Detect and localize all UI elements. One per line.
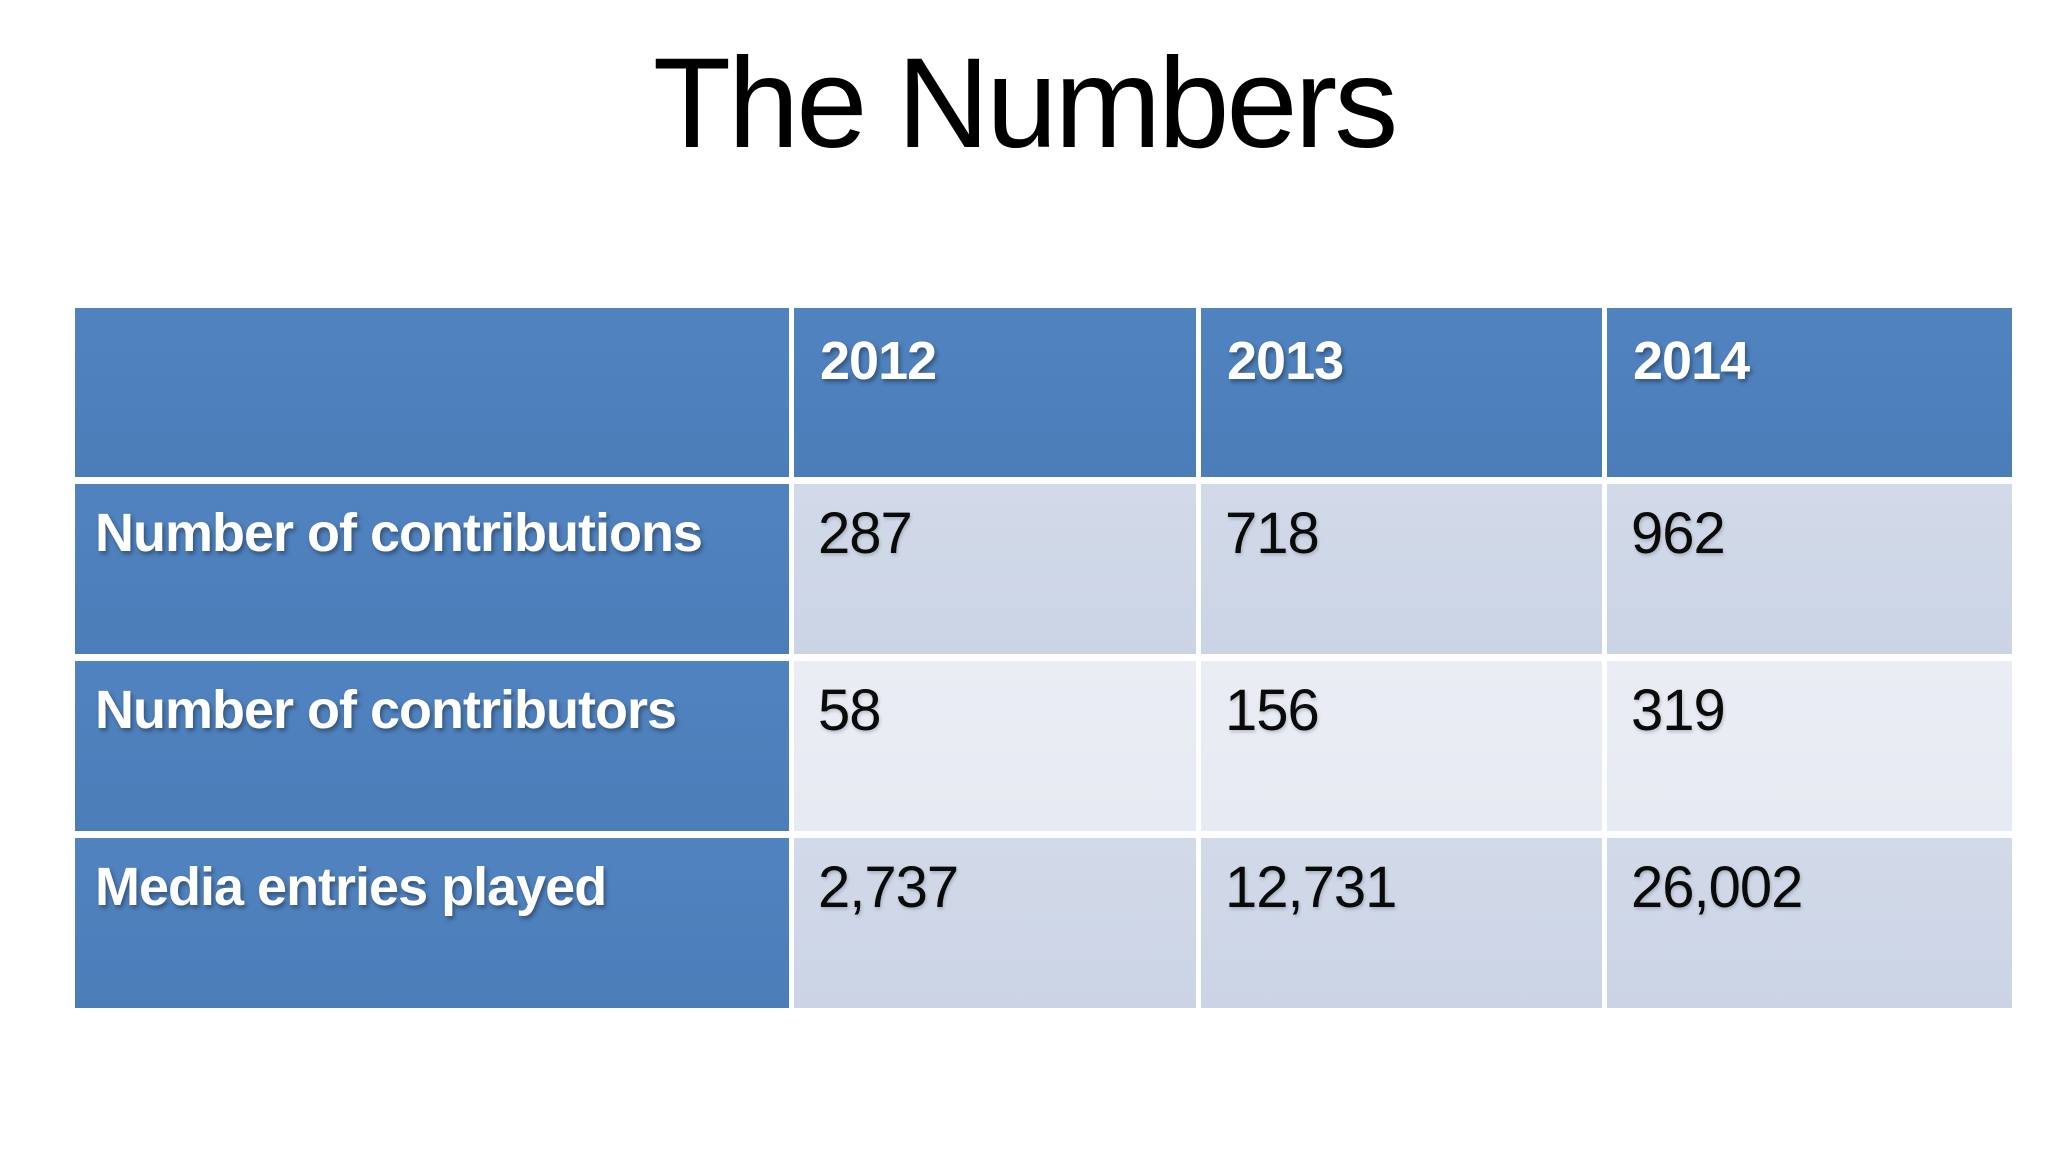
cell-contributors-2013: 156 bbox=[1196, 654, 1602, 831]
cell-media-entries-2012: 2,737 bbox=[789, 831, 1196, 1008]
column-header-2013: 2013 bbox=[1196, 308, 1602, 477]
numbers-table: 2012 2013 2014 Number of contributions 2… bbox=[75, 308, 2012, 1008]
cell-contributions-2014: 962 bbox=[1602, 477, 2012, 654]
cell-contributors-2014: 319 bbox=[1602, 654, 2012, 831]
cell-contributions-2012: 287 bbox=[789, 477, 1196, 654]
row-label-media-entries: Media entries played bbox=[75, 831, 789, 1008]
table-row-contributors: Number of contributors 58 156 319 bbox=[75, 654, 2012, 831]
column-header-2014: 2014 bbox=[1602, 308, 2012, 477]
table-header-row: 2012 2013 2014 bbox=[75, 308, 2012, 477]
cell-contributors-2012: 58 bbox=[789, 654, 1196, 831]
slide-title: The Numbers bbox=[652, 32, 1398, 175]
column-header-2012: 2012 bbox=[789, 308, 1196, 477]
table-row-contributions: Number of contributions 287 718 962 bbox=[75, 477, 2012, 654]
cell-media-entries-2014: 26,002 bbox=[1602, 831, 2012, 1008]
cell-contributions-2013: 718 bbox=[1196, 477, 1602, 654]
cell-media-entries-2013: 12,731 bbox=[1196, 831, 1602, 1008]
table-row-media-entries: Media entries played 2,737 12,731 26,002 bbox=[75, 831, 2012, 1008]
row-label-contributions: Number of contributions bbox=[75, 477, 789, 654]
row-label-contributors: Number of contributors bbox=[75, 654, 789, 831]
table-corner-cell bbox=[75, 308, 789, 477]
